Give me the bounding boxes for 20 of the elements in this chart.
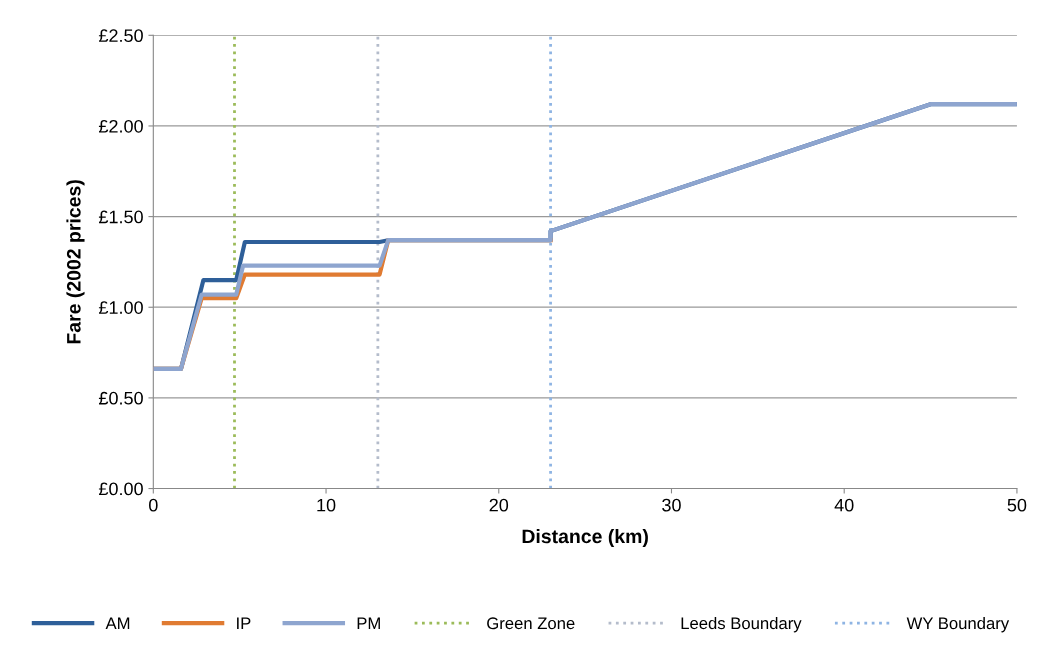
y-tick-label: £1.50 [98, 210, 143, 224]
x-tick-label: 0 [149, 498, 158, 512]
legend-label: Leeds Boundary [681, 616, 802, 633]
x-axis-title: Distance (km) [522, 528, 648, 548]
legend-label: AM [105, 617, 130, 629]
y-tick-label: £2.50 [98, 29, 143, 43]
x-tick-label: 20 [489, 498, 509, 512]
legend-label: Green Zone [487, 617, 575, 630]
y-tick-label: £1.00 [98, 301, 143, 314]
y-tick-label: £2.00 [98, 119, 143, 133]
legend-label: IP [237, 617, 251, 629]
x-tick-label: 40 [834, 498, 854, 512]
y-tick-label: £0.00 [98, 482, 143, 496]
legend-label: WY Boundary [906, 616, 1010, 633]
y-axis-title: Fare (2002 prices) [66, 180, 85, 344]
x-tick-label: 50 [1007, 498, 1027, 512]
y-tick-label: £0.50 [98, 391, 143, 405]
x-tick-label: 10 [317, 498, 336, 512]
x-tick-label: 30 [662, 498, 681, 512]
legend-label: PM [357, 617, 380, 629]
